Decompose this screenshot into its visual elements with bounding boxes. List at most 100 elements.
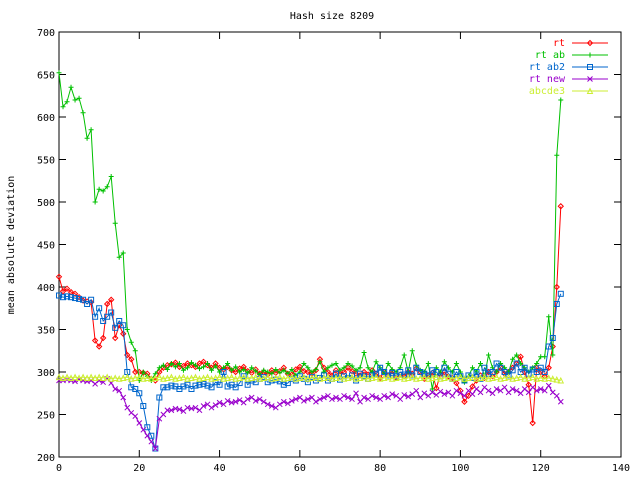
data-point bbox=[304, 379, 311, 386]
data-point bbox=[268, 403, 275, 409]
data-point bbox=[525, 389, 532, 396]
data-point bbox=[457, 390, 464, 397]
x-tick-label: 20 bbox=[133, 463, 145, 474]
data-point bbox=[63, 285, 71, 292]
data-point bbox=[244, 375, 251, 382]
data-point bbox=[272, 374, 280, 381]
data-point bbox=[152, 445, 159, 452]
data-point bbox=[329, 362, 335, 368]
data-point bbox=[525, 381, 532, 388]
data-point bbox=[493, 373, 500, 381]
data-point bbox=[529, 373, 536, 381]
data-point bbox=[586, 39, 594, 47]
x-tick-label: 140 bbox=[612, 463, 630, 474]
data-point bbox=[373, 359, 379, 365]
data-point bbox=[236, 397, 243, 403]
data-point bbox=[192, 404, 199, 411]
data-point bbox=[453, 374, 460, 381]
data-point bbox=[108, 174, 114, 179]
data-point bbox=[429, 367, 436, 374]
data-point bbox=[425, 375, 432, 382]
data-point bbox=[321, 394, 327, 401]
data-point bbox=[184, 375, 191, 382]
data-point bbox=[332, 367, 340, 374]
data-point bbox=[124, 327, 130, 332]
data-point bbox=[317, 359, 323, 365]
data-point bbox=[336, 373, 344, 381]
data-point bbox=[309, 369, 315, 375]
data-point bbox=[365, 365, 371, 371]
data-point bbox=[188, 374, 195, 381]
data-point bbox=[497, 364, 504, 371]
data-point bbox=[385, 361, 391, 366]
data-point bbox=[349, 372, 356, 379]
data-point bbox=[233, 364, 239, 370]
data-point bbox=[360, 373, 368, 381]
data-point bbox=[224, 383, 231, 390]
data-point bbox=[425, 372, 432, 379]
data-point bbox=[72, 295, 79, 302]
data-point bbox=[493, 360, 500, 367]
data-point bbox=[148, 375, 155, 382]
data-point bbox=[139, 375, 147, 382]
data-point bbox=[445, 373, 452, 381]
data-point bbox=[288, 398, 295, 404]
data-point bbox=[401, 352, 407, 358]
data-point bbox=[341, 365, 347, 371]
data-point bbox=[244, 396, 251, 403]
legend-label: rt ab2 bbox=[529, 62, 565, 73]
data-point bbox=[465, 392, 472, 400]
legend-label: rt new bbox=[529, 74, 566, 85]
data-point bbox=[534, 361, 540, 366]
data-point bbox=[92, 313, 99, 320]
data-point bbox=[587, 64, 593, 70]
y-tick-label: 500 bbox=[37, 198, 55, 209]
data-point bbox=[481, 364, 488, 371]
data-point bbox=[441, 374, 448, 381]
data-point bbox=[305, 365, 311, 371]
data-point bbox=[229, 367, 235, 373]
data-point bbox=[248, 374, 255, 381]
data-point bbox=[557, 376, 565, 384]
data-point bbox=[546, 314, 552, 320]
data-point bbox=[553, 301, 560, 307]
data-point bbox=[549, 335, 556, 341]
data-point bbox=[369, 392, 375, 399]
data-point bbox=[224, 398, 231, 404]
axes: 0 20 40 60 80 100 120 140 200 250 300 350 400 450 500 5… bbox=[37, 28, 630, 474]
data-point bbox=[140, 426, 147, 433]
data-point bbox=[256, 396, 263, 403]
data-point bbox=[131, 374, 139, 381]
data-point bbox=[216, 381, 223, 388]
data-point bbox=[368, 374, 376, 381]
data-point bbox=[172, 364, 178, 370]
data-point bbox=[513, 387, 520, 394]
data-point bbox=[388, 375, 396, 382]
data-point bbox=[441, 359, 447, 365]
data-point bbox=[127, 375, 135, 382]
data-point bbox=[220, 375, 227, 382]
data-point bbox=[288, 373, 296, 381]
data-point bbox=[305, 396, 311, 403]
data-point bbox=[232, 375, 239, 382]
data-point bbox=[353, 390, 359, 397]
data-point bbox=[329, 396, 335, 403]
x-tick-label: 120 bbox=[532, 463, 550, 474]
data-point bbox=[201, 364, 207, 370]
data-point bbox=[292, 396, 299, 403]
data-point bbox=[68, 294, 75, 301]
data-point bbox=[220, 369, 227, 375]
data-point bbox=[172, 375, 179, 382]
data-point bbox=[545, 374, 553, 381]
data-point bbox=[549, 375, 557, 382]
y-tick-label: 450 bbox=[37, 241, 55, 252]
data-point bbox=[469, 383, 476, 390]
x-tick-label: 80 bbox=[374, 463, 386, 474]
data-point bbox=[200, 374, 207, 381]
data-point bbox=[156, 394, 163, 401]
y-tick-label: 200 bbox=[37, 453, 55, 464]
data-point bbox=[357, 365, 363, 371]
data-point bbox=[59, 288, 67, 295]
data-point bbox=[168, 382, 175, 389]
data-point bbox=[400, 375, 408, 382]
